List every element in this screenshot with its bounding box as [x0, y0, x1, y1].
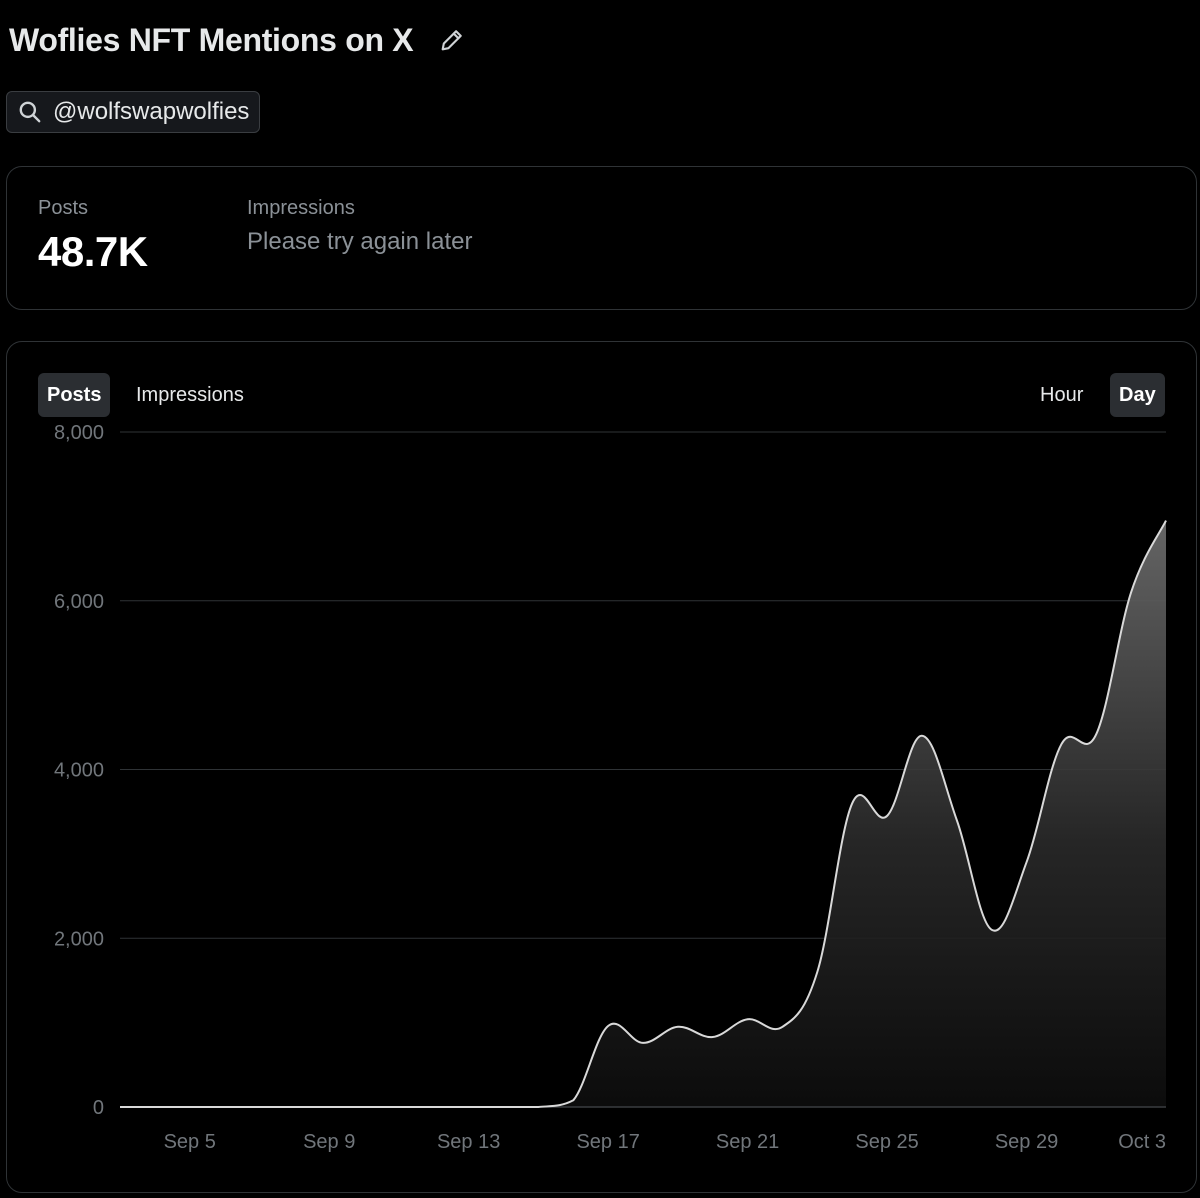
y-tick-label: 0 — [93, 1097, 104, 1119]
tab-posts[interactable]: Posts — [38, 373, 111, 417]
posts-value: 48.7K — [38, 228, 148, 275]
x-tick-label: Sep 9 — [303, 1131, 355, 1153]
x-tick-label: Sep 25 — [855, 1131, 918, 1153]
edit-title-button[interactable] — [437, 25, 467, 55]
tab-hour[interactable]: Hour — [1040, 383, 1084, 406]
impressions-stat: Impressions Please try again later — [247, 197, 472, 256]
y-tick-label: 8,000 — [54, 422, 104, 444]
title-row: Woflies NFT Mentions on X — [9, 18, 467, 62]
chart-card: Posts Impressions Hour Day — [6, 341, 1197, 1193]
pencil-icon — [441, 30, 463, 51]
x-tick-label: Sep 13 — [437, 1131, 500, 1153]
series-line — [120, 520, 1167, 1109]
x-axis: Sep 5 Sep 9 Sep 13 Sep 17 Sep 21 Sep 25 Sep 29… — [164, 1131, 1166, 1153]
y-tick-label: 4,000 — [54, 760, 104, 782]
impressions-value: Please try again later — [247, 228, 473, 255]
search-chip[interactable]: @wolfswapwolfies — [6, 91, 261, 133]
x-tick-label: Sep 21 — [716, 1131, 779, 1153]
y-tick-label: 2,000 — [54, 928, 104, 950]
search-icon — [19, 101, 41, 123]
y-axis: 0 2,000 4,000 6,000 8,000 — [54, 422, 104, 1119]
x-tick-label: Sep 17 — [576, 1131, 639, 1153]
x-tick-label: Sep 29 — [995, 1131, 1058, 1153]
posts-stat: Posts 48.7K — [38, 197, 148, 276]
x-tick-label: Sep 5 — [164, 1131, 216, 1153]
impressions-label: Impressions — [247, 197, 355, 219]
posts-label: Posts — [38, 197, 89, 219]
search-query: @wolfswapwolfies — [53, 98, 250, 125]
y-tick-label: 6,000 — [54, 591, 104, 613]
tab-day[interactable]: Day — [1110, 373, 1165, 417]
page-title: Woflies NFT Mentions on X — [9, 21, 414, 58]
area-series — [120, 520, 1167, 1109]
tab-impressions[interactable]: Impressions — [136, 383, 244, 406]
stats-card: Posts 48.7K Impressions Please try again… — [6, 166, 1197, 310]
x-tick-label: Oct 3 — [1118, 1131, 1166, 1153]
series-area-fill — [120, 520, 1166, 1107]
grid-lines — [120, 431, 1166, 939]
